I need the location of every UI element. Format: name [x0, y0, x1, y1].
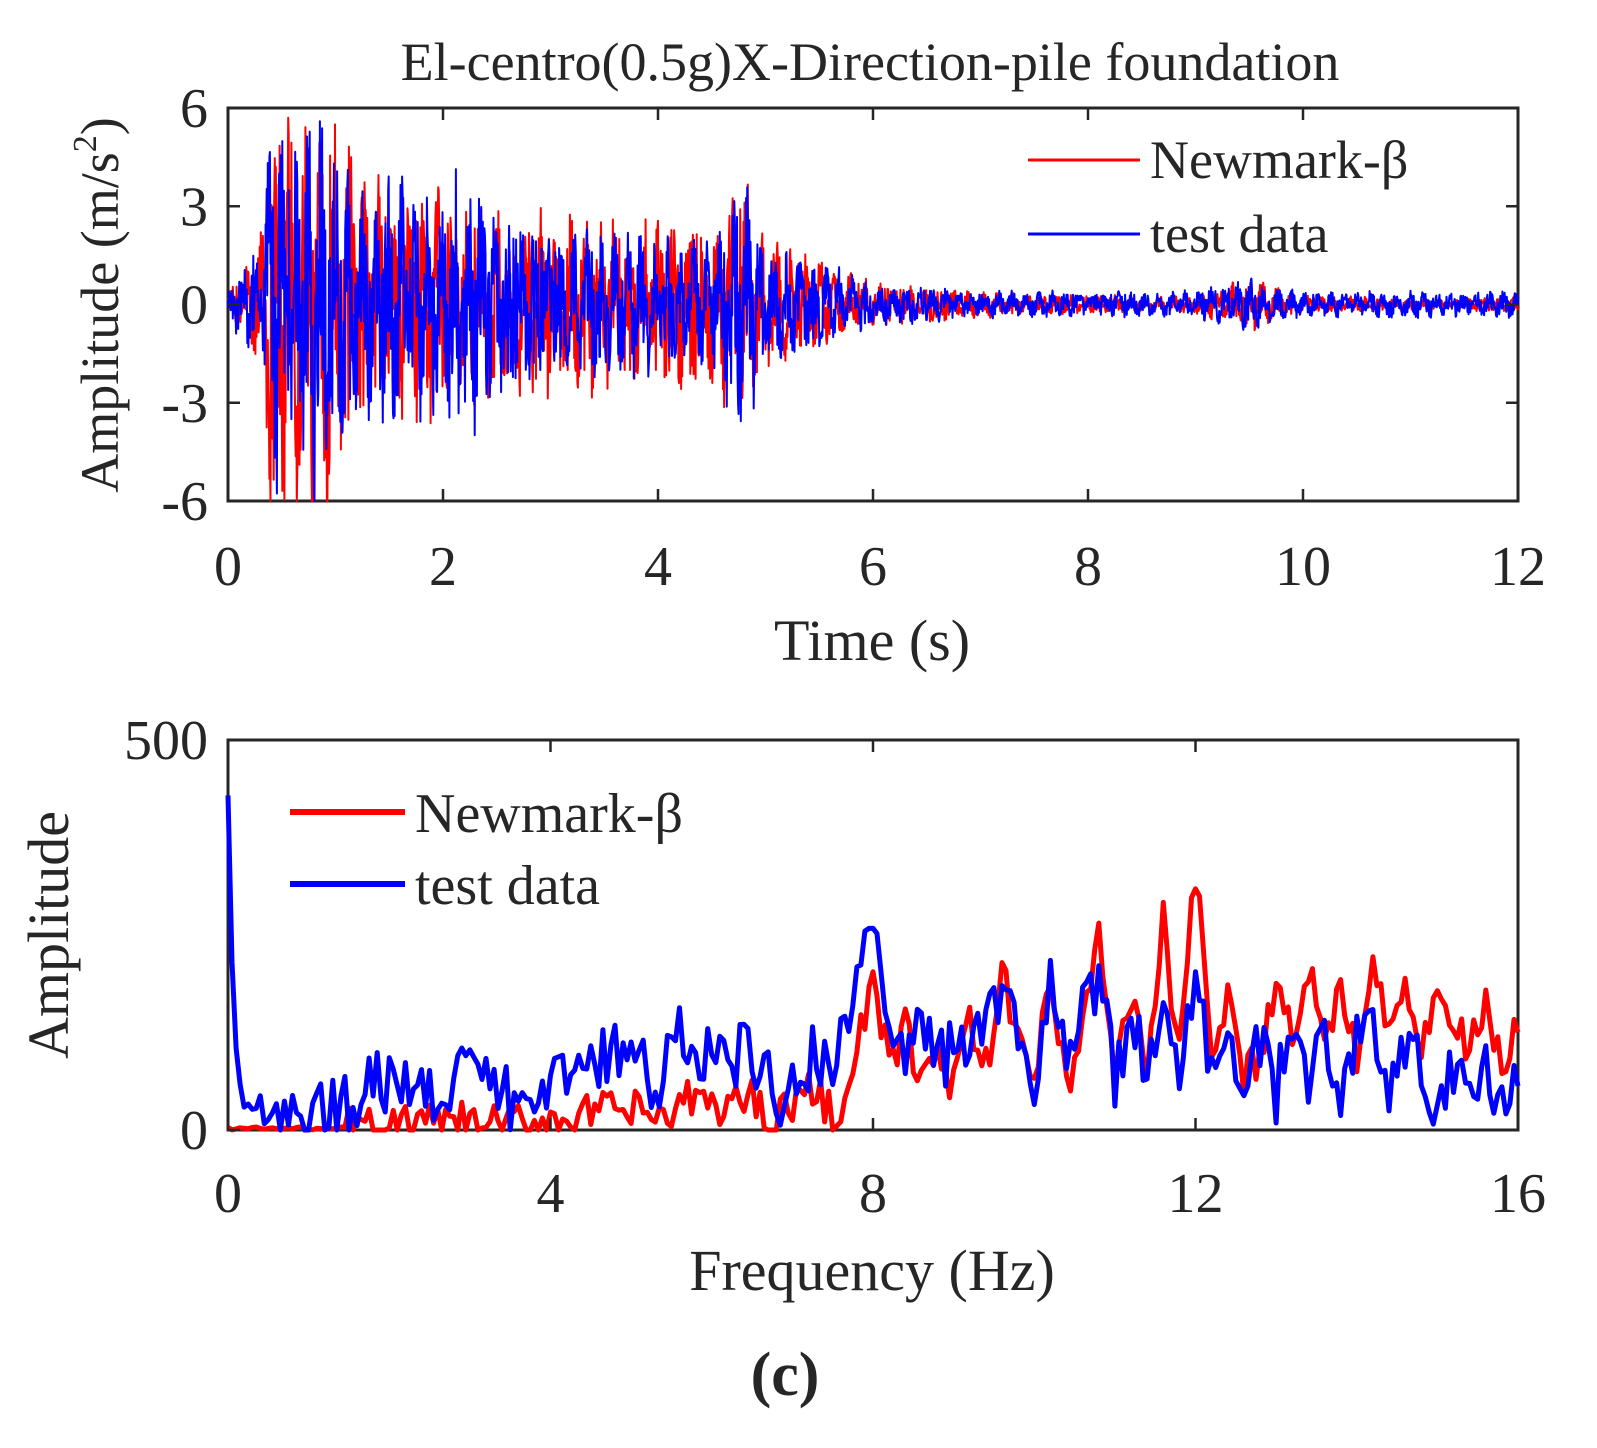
- series-line-test-data: [227, 120, 1519, 502]
- plot-series: [227, 116, 1519, 502]
- panel-label: (c): [751, 1341, 820, 1409]
- y-tick-label: -6: [161, 471, 208, 533]
- y-tick-label: 3: [180, 176, 208, 238]
- x-tick-label: 0: [214, 1163, 242, 1225]
- y-tick-label: 6: [180, 78, 208, 140]
- y-tick-label: 0: [180, 275, 208, 337]
- x-tick-label: 10: [1275, 536, 1331, 598]
- legend-label-test-data: test data: [1150, 204, 1328, 264]
- x-axis-label: Frequency (Hz): [689, 1238, 1055, 1303]
- legend: Newmark-β test data: [1028, 130, 1408, 264]
- legend: Newmark-β test data: [290, 783, 683, 917]
- y-axis-label: Amplitude (m/s2): [67, 117, 130, 492]
- x-tick-label: 6: [859, 536, 887, 598]
- legend-label-test-data: test data: [415, 855, 600, 917]
- legend-label-newmark: Newmark-β: [1150, 130, 1408, 190]
- y-tick-label: -3: [161, 373, 208, 435]
- chart-title: El-centro(0.5g)X-Direction-pile foundati…: [401, 32, 1340, 92]
- y-axis-ticks: 0 500: [124, 710, 1518, 1162]
- series-line-newmark: [226, 886, 1521, 1133]
- y-axis-label-main: Amplitude (m/s: [70, 152, 130, 492]
- x-tick-label: 2: [429, 536, 457, 598]
- y-axis-label-sup: 2: [67, 135, 104, 152]
- x-tick-label: 12: [1490, 536, 1546, 598]
- y-axis-label: Amplitude: [16, 811, 81, 1059]
- x-tick-label: 8: [859, 1163, 887, 1225]
- x-tick-label: 12: [1168, 1163, 1224, 1225]
- x-tick-label: 4: [537, 1163, 565, 1225]
- x-tick-label: 8: [1074, 536, 1102, 598]
- frequency-spectrum-chart: 0 4 8 12 16 0 500 Frequency (Hz) Amplitude Ne…: [16, 710, 1546, 1303]
- x-tick-label: 4: [644, 536, 672, 598]
- y-axis-ticks: -6 -3 0 3 6: [161, 78, 1518, 533]
- x-axis-label: Time (s): [774, 608, 970, 673]
- x-axis-ticks: 0 4 8 12 16: [214, 740, 1546, 1225]
- series-line-test-data: [225, 795, 1521, 1133]
- y-axis-label-end: ): [70, 117, 130, 135]
- x-tick-label: 16: [1490, 1163, 1546, 1225]
- time-history-chart: El-centro(0.5g)X-Direction-pile foundati…: [67, 32, 1546, 673]
- x-axis-ticks: 0 2 4 6 8 10 12: [214, 108, 1546, 598]
- x-tick-label: 0: [214, 536, 242, 598]
- y-tick-label: 0: [180, 1100, 208, 1162]
- legend-label-newmark: Newmark-β: [415, 783, 683, 845]
- y-tick-label: 500: [124, 710, 208, 772]
- plot-series: [225, 795, 1521, 1133]
